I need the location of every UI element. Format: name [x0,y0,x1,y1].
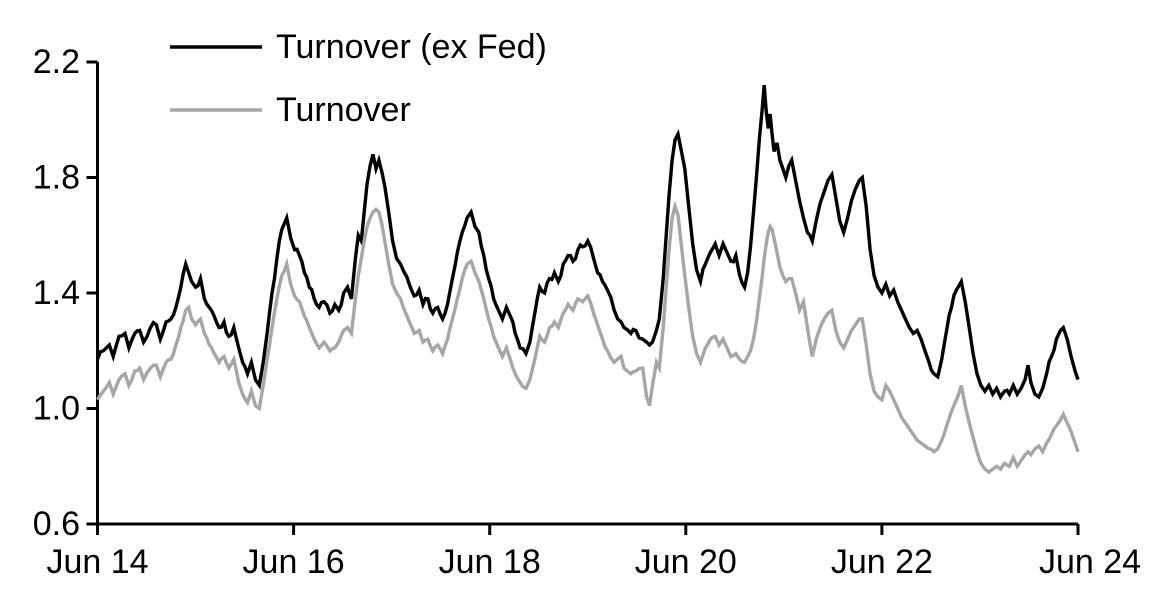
legend-label-turnover: Turnover [276,91,411,129]
x-axis-tick-label: Jun 24 [1039,543,1141,581]
legend-label-turnover-ex-fed: Turnover (ex Fed) [276,28,547,66]
y-axis-tick-label: 0.6 [33,505,80,543]
series-line-turnover-ex-fed [95,84,1080,401]
x-axis-tick-label: Jun 14 [46,543,148,581]
x-axis-tick-label: Jun 18 [439,543,541,581]
x-axis-tick-label: Jun 16 [243,543,345,581]
x-axis-tick-label: Jun 20 [635,543,737,581]
axis-lines [96,62,1078,526]
y-axis-tick-label: 1.4 [33,274,80,312]
y-axis-tick-label: 1.8 [33,159,80,197]
series-line-turnover [96,200,1080,475]
y-axis-tick-label: 1.0 [33,390,80,428]
x-axis-tick-label: Jun 22 [831,543,933,581]
y-axis-tick-label: 2.2 [33,43,80,81]
